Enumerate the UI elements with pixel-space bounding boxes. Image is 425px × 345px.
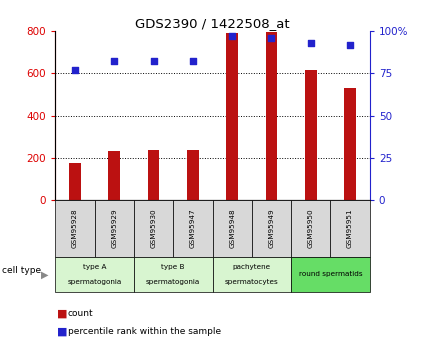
Point [347,42,354,47]
Text: round spermatids: round spermatids [299,271,362,277]
Text: GSM95951: GSM95951 [347,209,353,248]
Text: count: count [68,309,94,318]
Bar [108,151,120,200]
Text: type B: type B [162,264,185,270]
Text: GSM95947: GSM95947 [190,209,196,248]
Text: GSM95949: GSM95949 [269,209,275,248]
Text: spermatogonia: spermatogonia [68,279,122,285]
Point [111,59,118,64]
Bar [226,33,238,200]
Text: GSM95929: GSM95929 [111,209,117,248]
Text: pachytene: pachytene [233,264,271,270]
Bar [344,88,356,200]
Text: type A: type A [83,264,106,270]
Bar [187,150,199,200]
Text: GSM95930: GSM95930 [150,209,156,248]
Text: GSM95950: GSM95950 [308,209,314,248]
Text: spermatocytes: spermatocytes [225,279,279,285]
Text: ■: ■ [57,326,68,336]
Bar [69,163,81,200]
Bar [305,70,317,200]
Text: ■: ■ [57,309,68,319]
Point [268,35,275,41]
Text: percentile rank within the sample: percentile rank within the sample [68,327,221,336]
Text: ▶: ▶ [41,269,48,279]
Text: GSM95928: GSM95928 [72,209,78,248]
Text: spermatogonia: spermatogonia [146,279,200,285]
Text: cell type: cell type [2,266,41,275]
Title: GDS2390 / 1422508_at: GDS2390 / 1422508_at [135,17,290,30]
Point [150,59,157,64]
Text: GSM95948: GSM95948 [229,209,235,248]
Point [307,40,314,46]
Bar [147,150,159,200]
Point [71,67,78,73]
Point [190,59,196,64]
Bar [266,32,278,200]
Point [229,33,235,39]
